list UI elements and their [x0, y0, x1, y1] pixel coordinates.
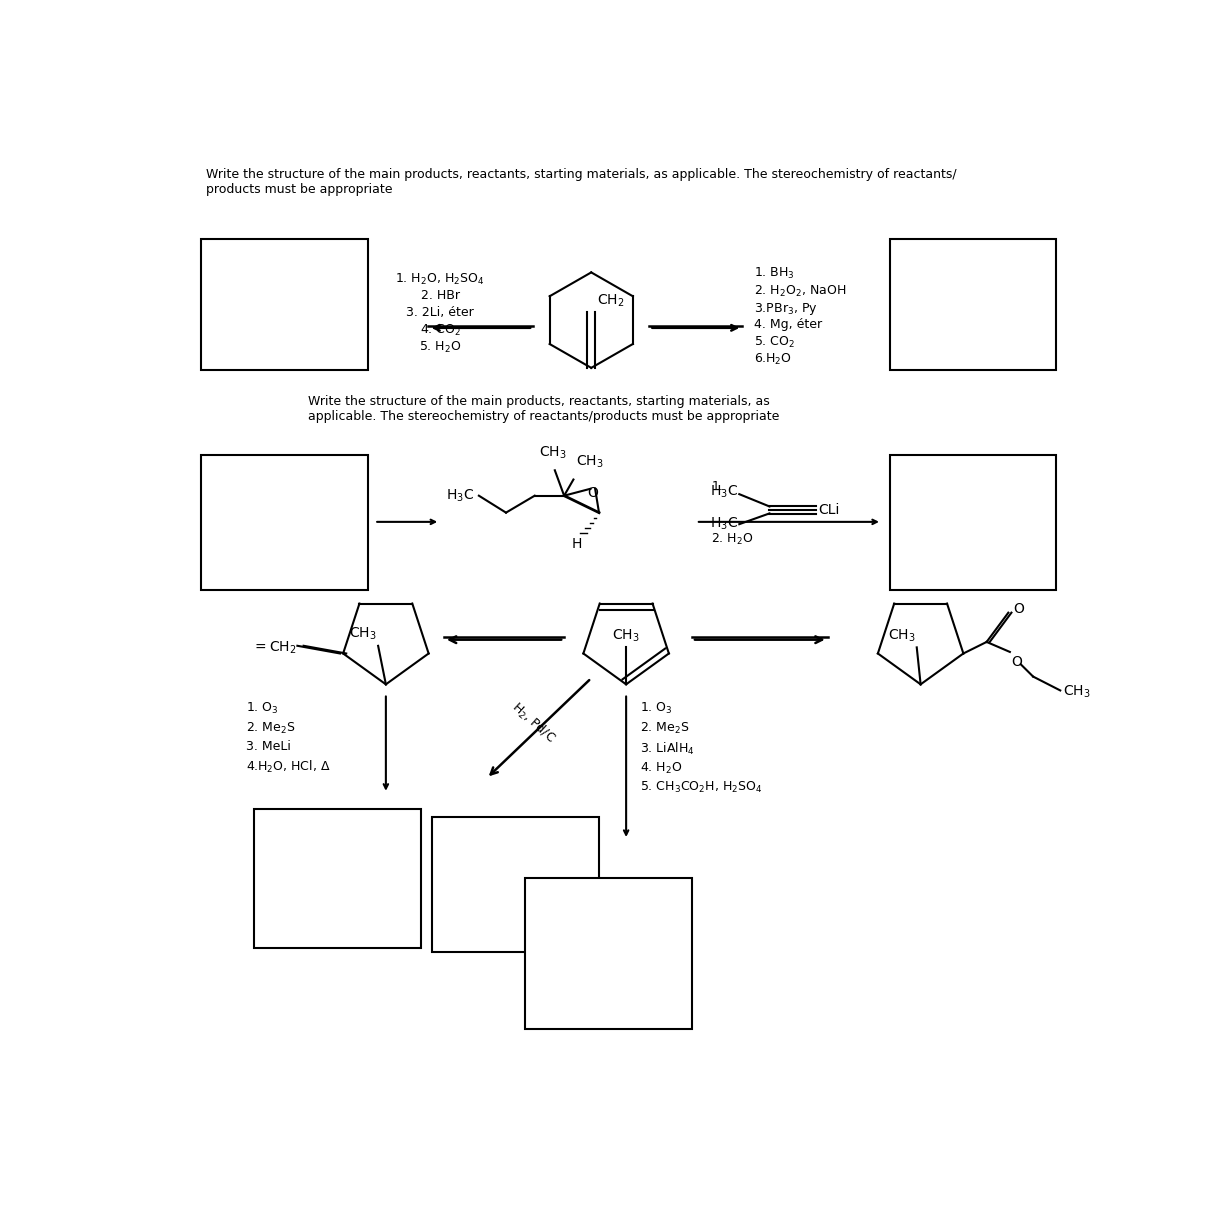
Text: 5. H$_2$O: 5. H$_2$O	[418, 340, 461, 355]
Text: CH$_3$: CH$_3$	[539, 444, 567, 461]
Text: 2. HBr: 2. HBr	[421, 289, 460, 302]
Text: 3.PBr$_3$, Py: 3.PBr$_3$, Py	[755, 301, 817, 317]
Text: 4. H$_2$O: 4. H$_2$O	[640, 760, 682, 776]
Text: 3. LiAlH$_4$: 3. LiAlH$_4$	[640, 742, 694, 758]
Text: 6.H$_2$O: 6.H$_2$O	[755, 351, 791, 367]
Text: 3. 2Li, éter: 3. 2Li, éter	[406, 306, 474, 319]
Text: CH$_3$: CH$_3$	[348, 625, 377, 643]
Text: 5. CH$_3$CO$_2$H, H$_2$SO$_4$: 5. CH$_3$CO$_2$H, H$_2$SO$_4$	[640, 780, 762, 794]
Text: 1. O$_3$: 1. O$_3$	[247, 701, 279, 716]
Text: $=$CH$_2$: $=$CH$_2$	[252, 639, 297, 656]
Text: 1. BH$_3$: 1. BH$_3$	[755, 267, 795, 282]
Text: 2. Me$_2$S: 2. Me$_2$S	[247, 721, 296, 736]
Text: 4. Mg, éter: 4. Mg, éter	[755, 318, 822, 330]
Text: CH$_3$: CH$_3$	[575, 454, 604, 470]
Text: CH$_3$: CH$_3$	[887, 628, 915, 644]
Bar	[890, 239, 1056, 370]
Text: Write the structure of the main products, reactants, starting materials, as appl: Write the structure of the main products…	[206, 169, 957, 196]
Text: O: O	[1011, 655, 1022, 670]
Text: H$_3$C: H$_3$C	[710, 483, 737, 501]
Text: 2. H$_2$O$_2$, NaOH: 2. H$_2$O$_2$, NaOH	[755, 284, 847, 299]
Text: H: H	[572, 537, 583, 551]
Text: CLi: CLi	[818, 503, 839, 518]
Text: CH$_3$: CH$_3$	[612, 628, 640, 644]
Text: H$_3$C: H$_3$C	[447, 487, 475, 504]
Bar	[201, 239, 368, 370]
Text: 1. H$_2$O, H$_2$SO$_4$: 1. H$_2$O, H$_2$SO$_4$	[395, 273, 485, 288]
Text: CH$_2$: CH$_2$	[598, 293, 625, 308]
Text: H$_2$, Pd/C: H$_2$, Pd/C	[508, 699, 558, 747]
Text: 1.: 1.	[712, 480, 723, 492]
Text: 3. MeLi: 3. MeLi	[247, 739, 291, 753]
Text: O: O	[588, 486, 599, 501]
Bar	[525, 879, 692, 1028]
Text: H$_3$C: H$_3$C	[710, 517, 737, 532]
Text: CH$_3$: CH$_3$	[1063, 684, 1091, 700]
Bar	[254, 809, 421, 947]
Text: 4.H$_2$O, HCl, $\Delta$: 4.H$_2$O, HCl, $\Delta$	[247, 759, 331, 775]
Bar	[432, 816, 599, 951]
Text: 2. H$_2$O: 2. H$_2$O	[712, 532, 753, 547]
Text: 1. O$_3$: 1. O$_3$	[640, 701, 672, 716]
Text: 4. CO$_2$: 4. CO$_2$	[420, 323, 460, 338]
Text: 5. CO$_2$: 5. CO$_2$	[755, 334, 795, 350]
Text: 2. Me$_2$S: 2. Me$_2$S	[640, 721, 690, 736]
Text: O: O	[1014, 602, 1023, 616]
Bar	[201, 455, 368, 590]
Text: Write the structure of the main products, reactants, starting materials, as
appl: Write the structure of the main products…	[308, 395, 779, 422]
Bar	[890, 455, 1056, 590]
